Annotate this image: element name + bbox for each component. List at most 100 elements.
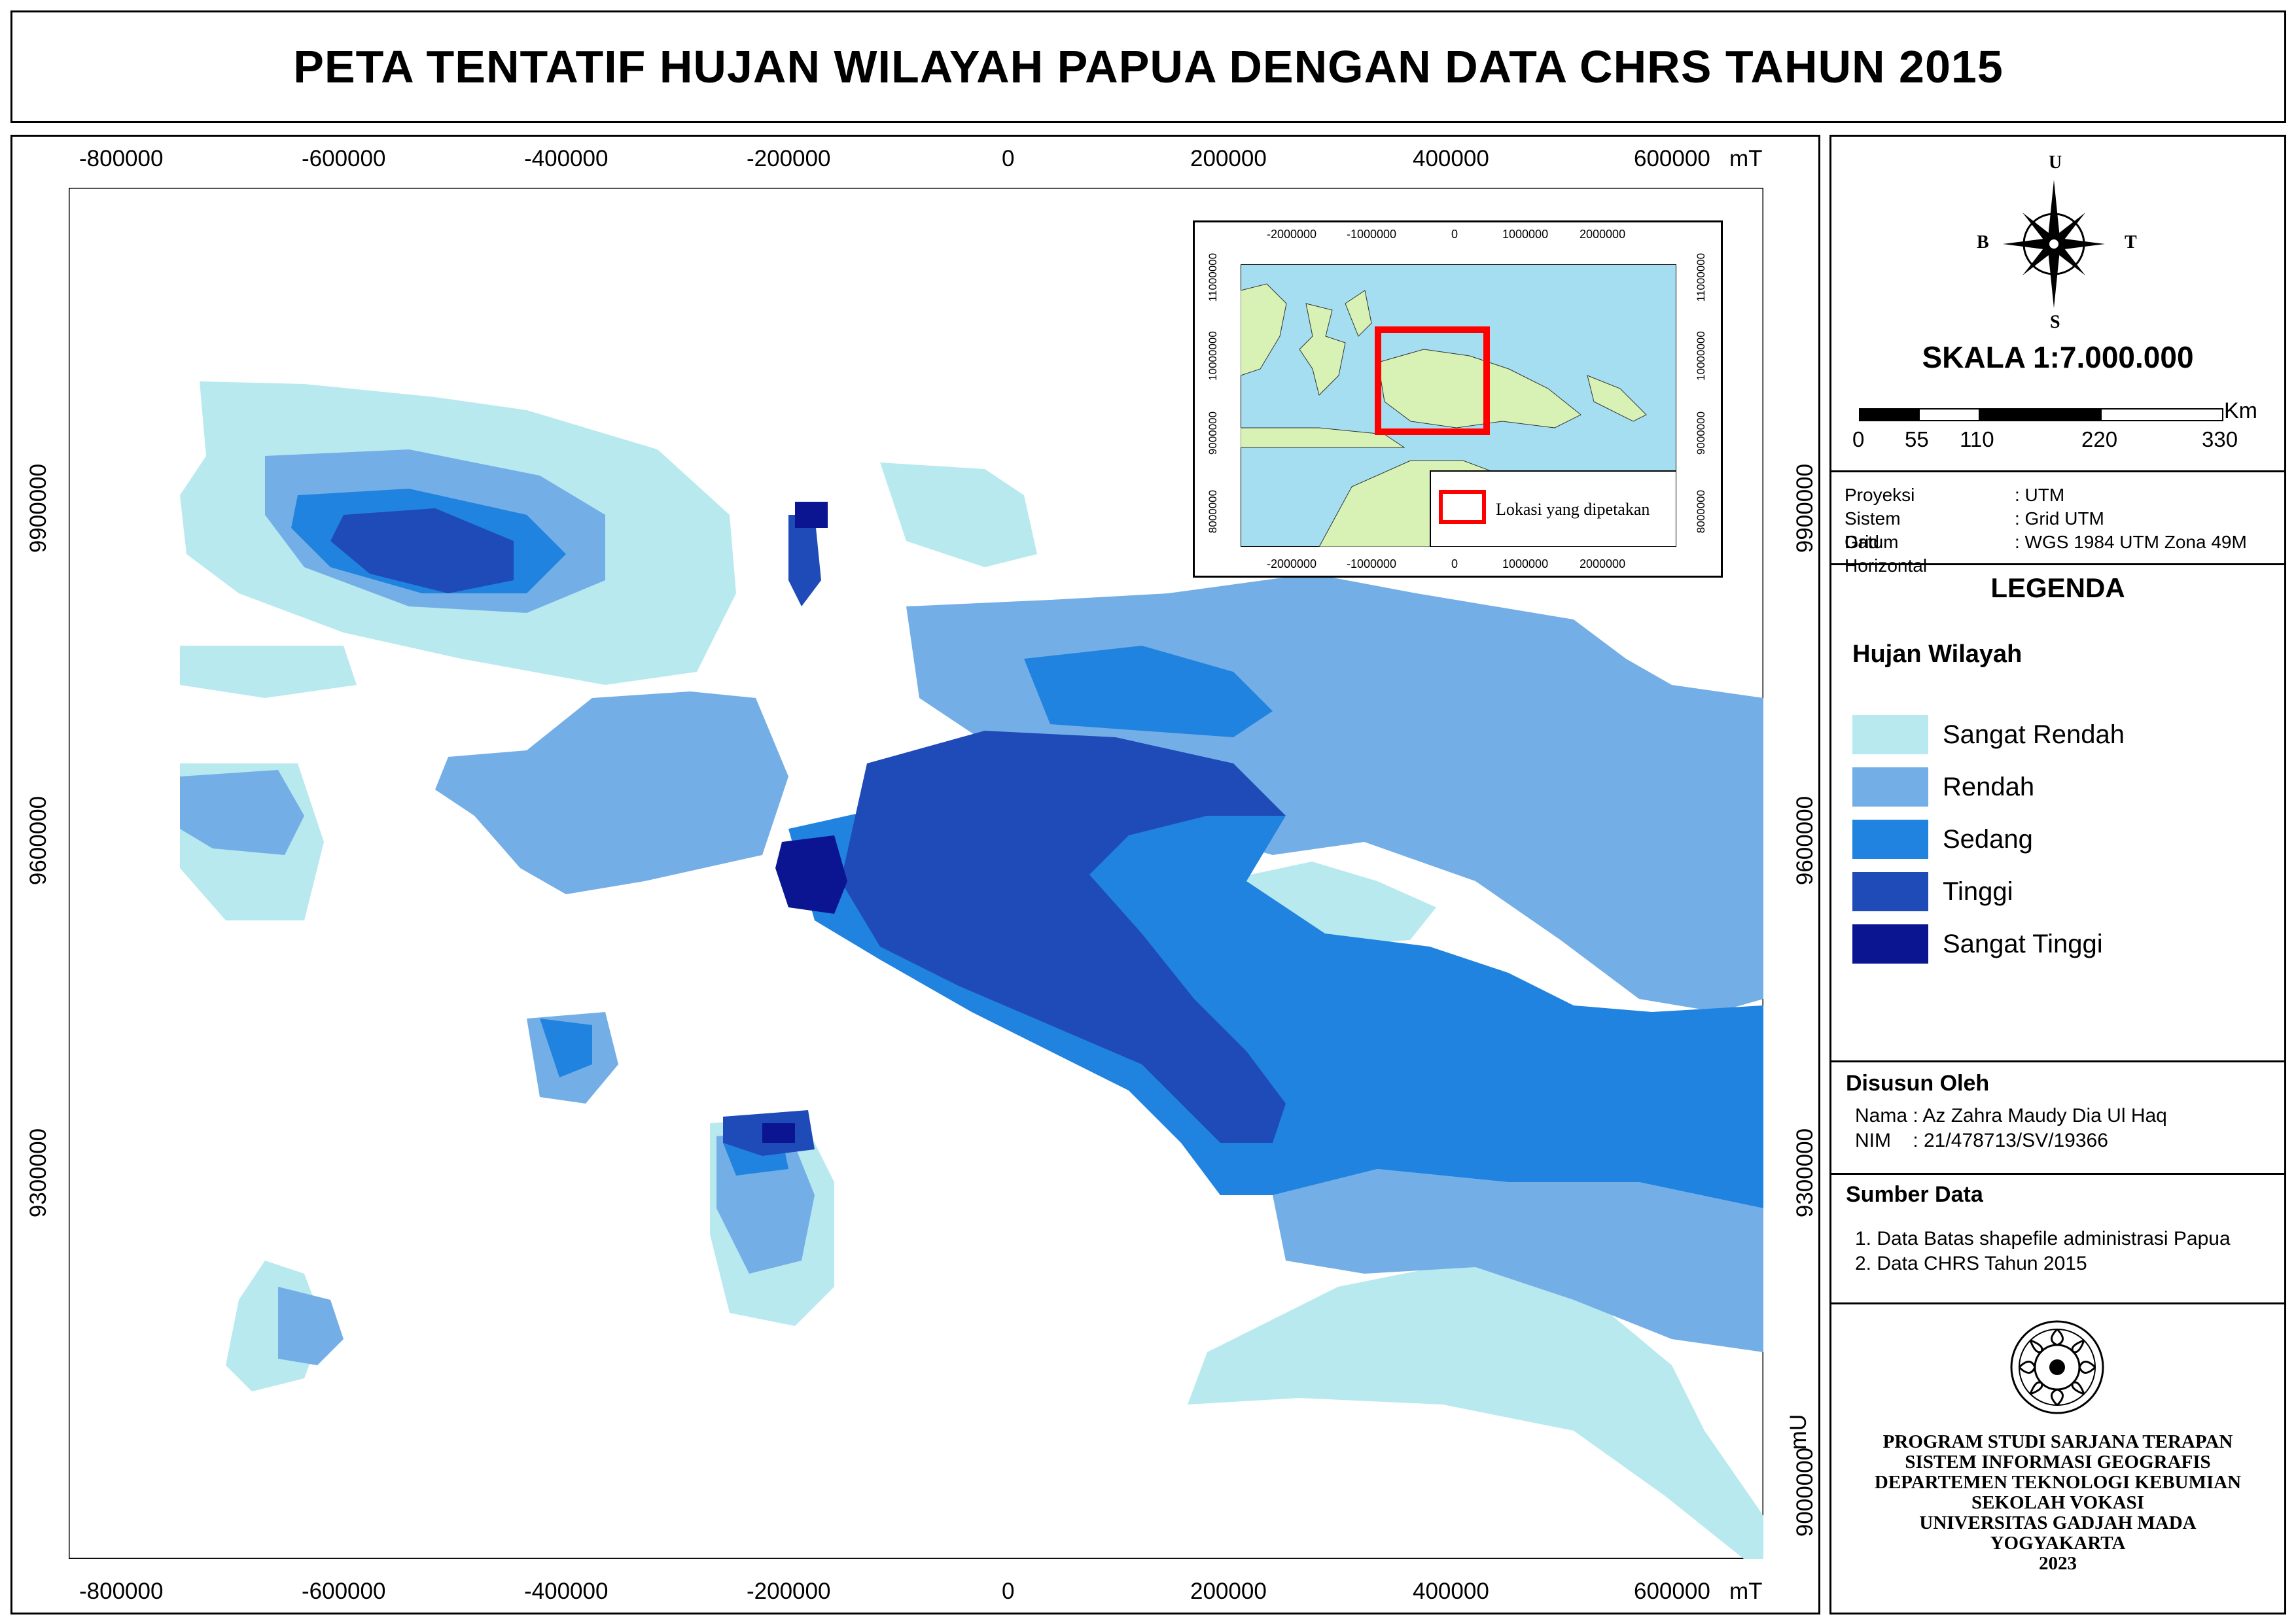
scale-label: 110 — [1960, 427, 1994, 451]
south-rendah — [1273, 1169, 1763, 1352]
map-title: PETA TENTATIF HUJAN WILAYAH PAPUA DENGAN… — [293, 41, 2004, 92]
projection-key: Sistem Grid — [1845, 508, 1901, 552]
island-sedang — [540, 1019, 592, 1077]
scale-label: 220 — [2081, 427, 2118, 451]
x-tick-top: 600000 — [1634, 146, 1710, 171]
inset-legend-swatch — [1439, 490, 1486, 524]
halmahera — [1345, 290, 1372, 337]
bird-neck-rendah — [435, 691, 788, 894]
compass-north: U — [2049, 152, 2062, 173]
legend-subheading: Hujan Wilayah — [1852, 640, 2022, 668]
inset-x-tick-top: 2000000 — [1580, 228, 1626, 241]
inset-legend-label: Lokasi yang dipetakan — [1496, 500, 1650, 519]
zone-tinggi — [330, 508, 1286, 1156]
institution-line: UNIVERSITAS GADJAH MADA — [1919, 1512, 2197, 1533]
y-tick-left: 9300000 — [26, 1128, 51, 1218]
institution-line: YOGYAKARTA — [1990, 1533, 2126, 1554]
legend-label: Sedang — [1943, 825, 2033, 854]
bird-head-west-light — [180, 646, 357, 698]
inset-y-tick-right: 10000000 — [1695, 331, 1707, 381]
inset-x-tick-bottom: 0 — [1451, 557, 1458, 570]
institution-line: DEPARTEMEN TEKNOLOGI KEBUMIAN — [1874, 1472, 2242, 1493]
north-sedang — [1024, 646, 1273, 737]
inset-y-tick-left: 9000000 — [1207, 411, 1219, 455]
central-tinggi — [841, 731, 1286, 1143]
inset-x-tick-top: -2000000 — [1267, 228, 1317, 241]
source-heading: Sumber Data — [1846, 1182, 1983, 1207]
x-unit-bottom: mT — [1729, 1579, 1763, 1604]
legend-swatch-sedang — [1852, 820, 1928, 859]
inset-map: -2000000 -1000000 0 1000000 2000000 -200… — [1193, 220, 1723, 578]
y-tick-left: 9600000 — [26, 795, 51, 886]
y-tick-right: 9900000 — [1792, 463, 1818, 553]
north-arrow-icon — [2003, 180, 2105, 308]
legend-heading: LEGENDA — [1990, 572, 2125, 603]
separator — [1831, 1060, 2284, 1062]
institution-line: SISTEM INFORMASI GEOGRAFIS — [1905, 1452, 2211, 1473]
inset-x-tick-top: 1000000 — [1502, 228, 1549, 241]
legend-swatch-tinggi — [1852, 872, 1928, 911]
projection-key: Datum Horizontal — [1845, 532, 1928, 576]
misool-rendah — [180, 770, 304, 855]
y-tick-left: 9900000 — [26, 463, 51, 553]
png-islands — [1587, 375, 1647, 422]
x-tick-top: 200000 — [1190, 146, 1267, 171]
x-tick-bottom: -600000 — [302, 1579, 386, 1604]
y-tick-right: 9000000 — [1792, 1447, 1818, 1537]
x-tick-bottom: 200000 — [1190, 1579, 1267, 1604]
inset-y-tick-right: 9000000 — [1695, 411, 1707, 455]
kalimantan — [1241, 283, 1287, 376]
projection-value: : WGS 1984 UTM Zona 49M — [2015, 532, 2247, 552]
legend-swatch-rendah — [1852, 767, 1928, 807]
x-tick-bottom: -800000 — [79, 1579, 164, 1604]
biak-light — [880, 462, 1037, 567]
institution-line: SEKOLAH VOKASI — [1971, 1492, 2144, 1513]
projection-value: : Grid UTM — [2015, 508, 2104, 529]
legend-label: Sangat Tinggi — [1943, 930, 2103, 958]
legend-swatch-sangat-rendah — [1852, 715, 1928, 754]
y-tick-right: 9300000 — [1792, 1128, 1818, 1218]
sulawesi — [1299, 303, 1346, 396]
x-tick-top: -600000 — [302, 146, 386, 171]
author-name: Nama : Az Zahra Maudy Dia Ul Haq — [1855, 1105, 2167, 1126]
scale-bar — [1859, 408, 2223, 421]
institution-year: 2023 — [2039, 1553, 2077, 1574]
x-tick-bottom: 0 — [1002, 1579, 1015, 1604]
inset-x-tick-bottom: 1000000 — [1502, 557, 1549, 570]
x-tick-top: 0 — [1002, 146, 1015, 171]
inset-legend-box — [1430, 470, 1676, 547]
author-nim: NIM : 21/478713/SV/19366 — [1855, 1130, 2108, 1151]
x-tick-top: 400000 — [1413, 146, 1489, 171]
south-coast-light — [1188, 1261, 1763, 1559]
inset-y-tick-left: 8000000 — [1207, 489, 1219, 534]
y-tick-right: 9600000 — [1792, 795, 1818, 886]
institution-line: PROGRAM STUDI SARJANA TERAPAN — [1882, 1431, 2233, 1452]
legend-label: Rendah — [1943, 773, 2035, 801]
scale-unit: Km — [2224, 398, 2257, 423]
projection-key: Proyeksi — [1845, 485, 1915, 505]
strait-tinggi — [788, 515, 821, 606]
title-box: PETA TENTATIF HUJAN WILAYAH PAPUA DENGAN… — [10, 10, 2286, 123]
scale-text: SKALA 1:7.000.000 — [1922, 340, 2194, 374]
inset-y-tick-left: 11000000 — [1207, 253, 1219, 302]
separator — [1831, 1302, 2284, 1304]
compass-south: S — [2050, 312, 2060, 332]
source-item: 2. Data CHRS Tahun 2015 — [1855, 1253, 2087, 1274]
x-unit-top: mT — [1729, 146, 1763, 171]
zone-sangat-tinggi — [762, 502, 847, 1143]
separator — [1831, 563, 2284, 565]
inset-x-tick-top: -1000000 — [1347, 228, 1397, 241]
scale-label: 0 — [1852, 427, 1865, 451]
strait-sangat-tinggi — [775, 835, 847, 914]
compass-west: B — [1977, 232, 1989, 253]
papua-island — [1377, 349, 1581, 428]
small-sangat-tinggi — [795, 502, 828, 528]
legend-label: Tinggi — [1943, 877, 2013, 906]
x-tick-top: -800000 — [79, 146, 164, 171]
side-panel: U S B T SKALA 1:7.000.000 Km 0 55 110 22… — [1829, 135, 2286, 1614]
compass-section: U S B T — [1831, 137, 2284, 345]
x-tick-top: -400000 — [524, 146, 609, 171]
inset-x-tick-bottom: -2000000 — [1267, 557, 1317, 570]
inset-y-tick-left: 10000000 — [1207, 331, 1219, 381]
nusa-tenggara — [1241, 427, 1405, 448]
